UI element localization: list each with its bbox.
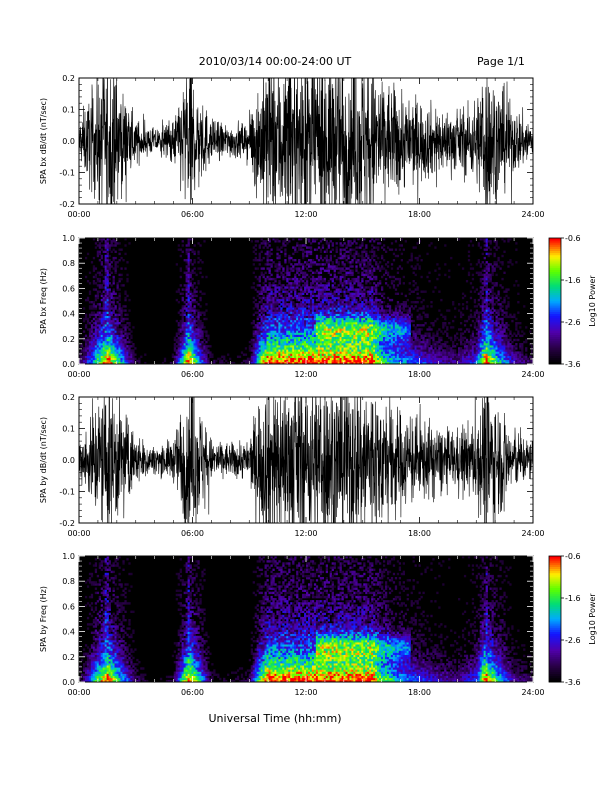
y-tick-label: 0.0 bbox=[62, 456, 75, 465]
x-tick-label: 18:00 bbox=[408, 529, 431, 538]
panel-4: -3.6 -2.6 -1.6 -0.6 Log10 Power 0.0 0.2 0.4 0.6 0… bbox=[39, 552, 597, 697]
y-tick-label: 0.2 bbox=[62, 393, 75, 402]
y-tick-label: -0.1 bbox=[59, 488, 75, 497]
dbdt-trace-1 bbox=[79, 78, 533, 204]
colorbar-tick-label: -3.6 bbox=[565, 360, 581, 369]
x-tick-label: 24:00 bbox=[521, 370, 544, 379]
x-tick-label: 00:00 bbox=[67, 688, 90, 697]
y-tick-label: -0.2 bbox=[59, 200, 75, 209]
x-tick-label: 12:00 bbox=[294, 370, 317, 379]
panel-2: -3.6 -2.6 -1.6 -0.6 Log10 Power 0.0 0.2 0.4 0.6 0… bbox=[39, 234, 597, 379]
y-tick-label: 0.4 bbox=[62, 628, 75, 637]
y-tick-label: -0.2 bbox=[59, 519, 75, 528]
colorbar-tick-label: -2.6 bbox=[565, 636, 581, 645]
dbdt-trace-3 bbox=[79, 397, 533, 523]
x-tick-label: 18:00 bbox=[408, 688, 431, 697]
y-axis-label: SPA bx Freq (Hz) bbox=[39, 268, 48, 334]
y-tick-label: 0.2 bbox=[62, 335, 75, 344]
colorbar-label: Log10 Power bbox=[588, 275, 597, 327]
x-tick-label: 12:00 bbox=[294, 529, 317, 538]
x-tick-label: 06:00 bbox=[181, 529, 204, 538]
panels: -0.2 -0.1 0.0 0.1 0.2 00:00 06:00 12:00 18:00 24:… bbox=[39, 74, 597, 697]
x-tick-label: 24:00 bbox=[521, 210, 544, 219]
y-tick-label: 0.6 bbox=[62, 602, 75, 611]
x-tick-label: 24:00 bbox=[521, 529, 544, 538]
figure-title: 2010/03/14 00:00-24:00 UT bbox=[199, 55, 352, 68]
y-tick-label: 0.1 bbox=[62, 425, 75, 434]
colorbar-4: -3.6 -2.6 -1.6 -0.6 Log10 Power bbox=[548, 552, 597, 687]
panel-1: -0.2 -0.1 0.0 0.1 0.2 00:00 06:00 12:00 18:00 24:… bbox=[39, 74, 545, 219]
y-tick-label: 1.0 bbox=[62, 552, 75, 561]
y-tick-label: 1.0 bbox=[62, 234, 75, 243]
y-tick-label: 0.8 bbox=[62, 577, 75, 586]
x-tick-label: 24:00 bbox=[521, 688, 544, 697]
x-tick-label: 00:00 bbox=[67, 370, 90, 379]
x-tick-label: 18:00 bbox=[408, 210, 431, 219]
colorbar-tick-label: -1.6 bbox=[565, 276, 581, 285]
x-tick-label: 00:00 bbox=[67, 210, 90, 219]
y-axis-label: SPA by Freq (Hz) bbox=[39, 586, 48, 652]
colorbar-tick-label: -0.6 bbox=[565, 552, 581, 561]
y-tick-label: 0.0 bbox=[62, 137, 75, 146]
x-tick-label: 12:00 bbox=[294, 210, 317, 219]
y-tick-label: 0.0 bbox=[62, 360, 75, 369]
y-axis-label: SPA bx dB/dt (nT/sec) bbox=[39, 98, 48, 184]
x-tick-label: 06:00 bbox=[181, 210, 204, 219]
x-axis-title: Universal Time (hh:mm) bbox=[209, 712, 342, 725]
y-tick-label: 0.6 bbox=[62, 284, 75, 293]
y-tick-label: 0.1 bbox=[62, 106, 75, 115]
y-tick-label: 0.0 bbox=[62, 678, 75, 687]
y-tick-label: -0.1 bbox=[59, 169, 75, 178]
x-tick-label: 06:00 bbox=[181, 688, 204, 697]
page-number: Page 1/1 bbox=[477, 55, 525, 68]
x-tick-label: 12:00 bbox=[294, 688, 317, 697]
x-tick-label: 18:00 bbox=[408, 370, 431, 379]
colorbar-label: Log10 Power bbox=[588, 593, 597, 645]
panel-3: -0.2 -0.1 0.0 0.1 0.2 00:00 06:00 12:00 18:00 24:… bbox=[39, 393, 545, 538]
y-tick-label: 0.2 bbox=[62, 653, 75, 662]
colorbar-tick-label: -3.6 bbox=[565, 678, 581, 687]
spectrogram-4 bbox=[79, 556, 533, 682]
y-axis-label: SPA by dB/dt (nT/sec) bbox=[39, 417, 48, 503]
x-tick-label: 00:00 bbox=[67, 529, 90, 538]
colorbar-tick-label: -1.6 bbox=[565, 594, 581, 603]
colorbar-tick-label: -2.6 bbox=[565, 318, 581, 327]
y-tick-label: 0.2 bbox=[62, 74, 75, 83]
colorbar-tick-label: -0.6 bbox=[565, 234, 581, 243]
spectrogram-2 bbox=[79, 238, 533, 364]
y-tick-label: 0.4 bbox=[62, 310, 75, 319]
x-tick-label: 06:00 bbox=[181, 370, 204, 379]
colorbar-2: -3.6 -2.6 -1.6 -0.6 Log10 Power bbox=[548, 234, 597, 369]
y-tick-label: 0.8 bbox=[62, 259, 75, 268]
